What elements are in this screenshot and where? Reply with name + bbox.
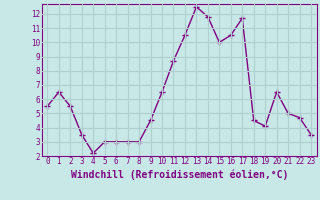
X-axis label: Windchill (Refroidissement éolien,°C): Windchill (Refroidissement éolien,°C) — [70, 169, 288, 180]
